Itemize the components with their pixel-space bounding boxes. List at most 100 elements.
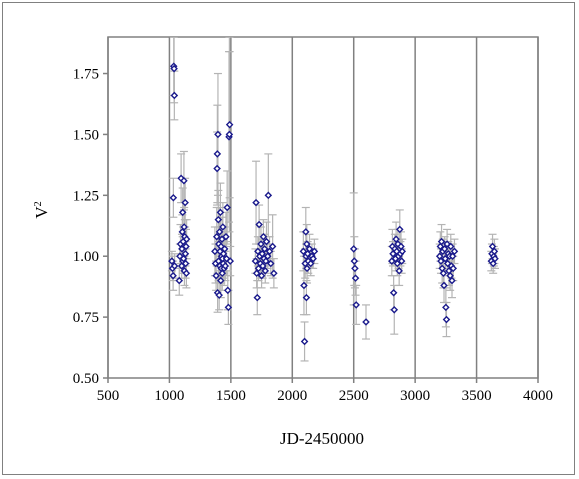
data-point (217, 242, 225, 251)
data-point (446, 242, 455, 251)
data-point (264, 191, 273, 200)
data-point (225, 120, 234, 129)
data-point (252, 198, 260, 207)
x-axis-label: JD-2450000 (280, 429, 364, 448)
data-point (450, 247, 459, 256)
data-point (446, 271, 454, 280)
data-point (213, 164, 221, 173)
data-point (211, 247, 219, 256)
chart-frame (2, 2, 575, 475)
data-point (213, 150, 222, 158)
x-tick-label: 3000 (400, 388, 430, 404)
data-point (389, 288, 398, 297)
data-point (352, 301, 360, 309)
data-point (221, 262, 230, 270)
data-point (222, 232, 230, 241)
data-point (262, 237, 271, 246)
x-tick-label: 2500 (339, 388, 369, 404)
data-point (215, 228, 224, 236)
data-point (263, 252, 272, 261)
data-point (216, 208, 225, 217)
data-point (442, 303, 450, 312)
data-point (440, 281, 448, 290)
data-point (223, 286, 232, 295)
data-point (439, 269, 448, 278)
x-tick-label: 4000 (523, 388, 553, 404)
data-point (212, 271, 220, 280)
data-point (489, 259, 497, 268)
data-point (268, 242, 277, 251)
y-tick-label: 0.50 (73, 371, 99, 387)
data-point (181, 198, 189, 207)
data-point (214, 215, 223, 224)
data-point (442, 315, 451, 324)
data-point (257, 240, 265, 248)
data-point (175, 276, 184, 285)
data-point (170, 91, 179, 100)
data-point (300, 281, 308, 290)
data-point (220, 245, 229, 253)
data-point (349, 245, 358, 253)
data-point (266, 259, 275, 268)
data-point (254, 247, 262, 256)
data-point (212, 232, 221, 241)
data-point (449, 264, 458, 273)
data-point (302, 228, 310, 236)
data-point (440, 245, 449, 253)
data-point (309, 254, 317, 263)
data-point (260, 245, 269, 253)
data-point (448, 252, 457, 261)
data-point (351, 274, 360, 282)
data-point (169, 193, 178, 202)
y-axis-label: V2 (32, 201, 51, 218)
data-point (303, 249, 312, 258)
data-point (226, 257, 235, 265)
x-tick-label: 2000 (277, 388, 307, 404)
data-point (488, 242, 497, 251)
y-tick-label: 1.50 (73, 127, 99, 143)
y-axis-label-base: V (32, 206, 51, 219)
data-point (170, 64, 178, 73)
data-point (257, 271, 266, 280)
data-point (395, 225, 404, 234)
data-point (224, 303, 233, 312)
data-point (179, 254, 188, 263)
data-point (303, 264, 311, 273)
data-point (180, 223, 188, 231)
data-point (443, 259, 452, 268)
data-point (265, 247, 274, 256)
data-point (255, 220, 263, 229)
data-point (305, 245, 314, 253)
data-point (437, 237, 446, 246)
data-point (350, 257, 359, 265)
x-tick-label: 3500 (462, 388, 492, 404)
data-point (178, 228, 187, 236)
error-bars (167, 37, 499, 362)
data-point (437, 257, 445, 265)
data-points (168, 62, 499, 346)
data-point (178, 208, 187, 217)
data-point (448, 276, 456, 285)
data-point (397, 257, 406, 265)
data-point (252, 269, 261, 278)
data-point (259, 232, 268, 241)
data-point (251, 257, 260, 265)
data-point (262, 257, 270, 265)
data-point (219, 223, 227, 231)
plot-area (107, 36, 539, 379)
data-point (222, 254, 231, 263)
data-point (395, 267, 403, 275)
y-tick-label: 1.75 (73, 67, 99, 83)
data-point (351, 264, 359, 273)
data-point (182, 269, 191, 278)
data-point (390, 306, 399, 314)
data-point (306, 259, 315, 268)
data-point (181, 249, 190, 258)
data-point (258, 249, 266, 258)
data-point (214, 130, 222, 139)
data-point (225, 130, 234, 139)
data-point (392, 235, 400, 243)
y-axis-label-superscript: 2 (33, 201, 44, 206)
data-point (223, 203, 231, 212)
